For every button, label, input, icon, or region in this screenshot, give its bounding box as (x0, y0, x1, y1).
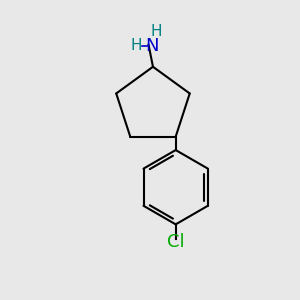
Text: H: H (130, 38, 142, 53)
Text: Cl: Cl (167, 233, 184, 251)
Text: H: H (150, 24, 162, 39)
Text: N: N (145, 37, 159, 55)
